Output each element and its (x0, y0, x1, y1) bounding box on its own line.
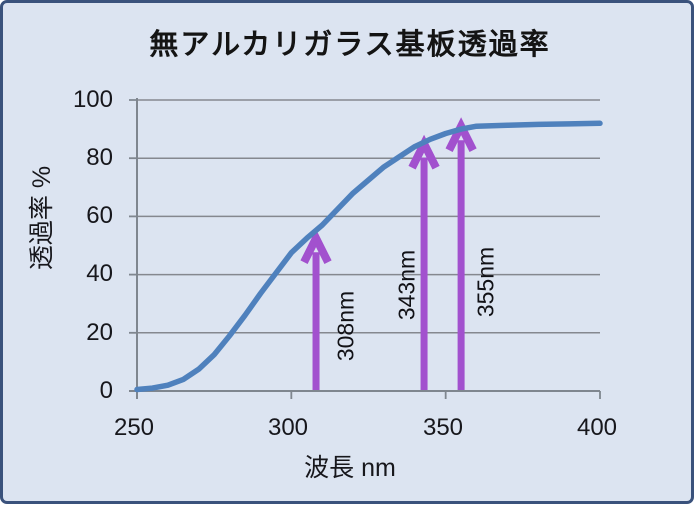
y-tick-label-60: 60 (86, 202, 113, 229)
laser-arrow-head (445, 117, 477, 152)
transmittance-curve (134, 120, 603, 393)
plot-area (129, 98, 603, 399)
x-tick-label-400: 400 (576, 414, 618, 441)
y-tick-label-0: 0 (99, 377, 113, 404)
y-tick-label-80: 80 (86, 144, 113, 171)
laser-arrow-head (300, 229, 332, 265)
y-tick-label-20: 20 (86, 319, 113, 346)
y-axis-title: 透過率 % (28, 165, 56, 271)
annotation-label-355nm: 355nm (472, 246, 499, 318)
x-axis-title: 波長 nm (304, 454, 396, 482)
y-tick-label-40: 40 (86, 260, 113, 287)
chart-title: 無アルカリガラス基板透過率 (149, 29, 551, 61)
x-tick-label-300: 300 (267, 414, 309, 441)
annotation-label-343nm: 343nm (393, 249, 420, 321)
x-tick-label-250: 250 (113, 414, 155, 441)
annotation-label-308nm: 308nm (332, 290, 359, 362)
chart-frame: 無アルカリガラス基板透過率 100 80 60 40 20 0 250 300 … (0, 0, 694, 504)
y-tick-label-100: 100 (72, 86, 113, 113)
x-tick-label-350: 350 (422, 414, 464, 441)
